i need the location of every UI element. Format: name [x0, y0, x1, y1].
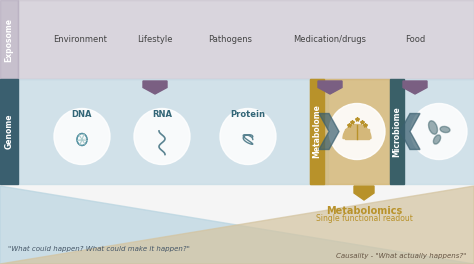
Bar	[310, 79, 390, 184]
Bar	[345, 129, 369, 139]
Text: Microbiome: Microbiome	[392, 106, 401, 157]
Circle shape	[134, 109, 190, 164]
Bar	[18, 79, 328, 184]
Text: RNA: RNA	[152, 110, 172, 119]
Polygon shape	[318, 81, 342, 94]
Bar	[0, 0, 18, 79]
Ellipse shape	[433, 135, 441, 144]
Polygon shape	[400, 114, 420, 149]
Polygon shape	[319, 114, 339, 149]
Text: Food: Food	[405, 35, 425, 44]
Text: Genome: Genome	[4, 114, 13, 149]
Bar	[18, 0, 474, 79]
Polygon shape	[143, 81, 167, 94]
Text: Exposome: Exposome	[4, 17, 13, 62]
Text: Metabolomics: Metabolomics	[326, 206, 402, 216]
Bar	[390, 79, 474, 184]
Text: Medication/drugs: Medication/drugs	[293, 35, 366, 44]
Bar	[0, 79, 18, 184]
Text: Protein: Protein	[230, 110, 265, 119]
Polygon shape	[403, 81, 427, 94]
Polygon shape	[354, 186, 374, 200]
Text: Single functional readout: Single functional readout	[316, 214, 412, 223]
Circle shape	[411, 103, 467, 159]
Circle shape	[54, 109, 110, 164]
Text: "What could happen? What could make it happen?": "What could happen? What could make it h…	[8, 246, 190, 252]
Text: Lifestyle: Lifestyle	[137, 35, 173, 44]
Text: Environment: Environment	[53, 35, 107, 44]
Text: Pathogens: Pathogens	[208, 35, 252, 44]
Ellipse shape	[440, 126, 450, 133]
Circle shape	[329, 103, 385, 159]
Text: DNA: DNA	[72, 110, 92, 119]
Text: Metabolome: Metabolome	[312, 105, 321, 158]
Polygon shape	[0, 186, 474, 264]
Circle shape	[220, 109, 276, 164]
Text: Causality - "What actually happens?": Causality - "What actually happens?"	[336, 253, 466, 259]
Polygon shape	[0, 186, 474, 264]
Ellipse shape	[428, 121, 438, 134]
Bar	[310, 79, 324, 184]
Wedge shape	[343, 125, 371, 139]
Bar	[390, 79, 404, 184]
